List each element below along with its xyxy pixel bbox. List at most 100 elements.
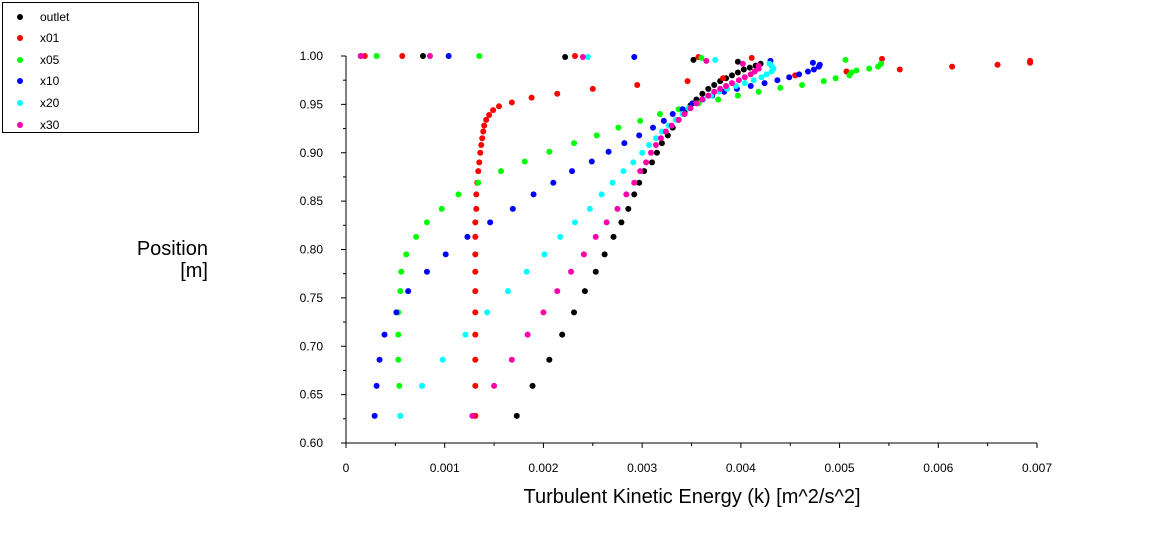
data-point-x01 xyxy=(554,90,561,97)
legend-marker xyxy=(17,14,23,20)
data-point-x10 xyxy=(464,233,471,240)
data-point-x30 xyxy=(652,142,659,149)
data-point-outlet xyxy=(734,58,741,65)
data-point-outlet xyxy=(562,53,569,60)
data-point-x30 xyxy=(699,96,706,103)
data-point-x01 xyxy=(475,168,482,175)
data-point-x01 xyxy=(472,251,479,258)
data-point-x30 xyxy=(357,53,364,59)
x-tick-label: 0.003 xyxy=(627,461,657,475)
data-point-x30 xyxy=(739,60,746,67)
data-point-x05 xyxy=(734,92,741,99)
data-point-x10 xyxy=(381,331,388,338)
data-point-x30 xyxy=(592,233,599,240)
data-point-outlet xyxy=(636,179,643,186)
data-point-x05 xyxy=(521,158,528,165)
legend-label: x30 xyxy=(40,118,60,132)
data-point-x30 xyxy=(687,105,694,112)
data-point-x20 xyxy=(541,251,548,258)
data-point-x20 xyxy=(439,356,446,363)
data-point-x01 xyxy=(949,63,956,70)
x-tick-label: 0.001 xyxy=(430,461,460,475)
data-point-x20 xyxy=(609,179,616,186)
data-point-x10 xyxy=(487,219,494,226)
legend: outlet x01 x05 x10 x20 x30 xyxy=(2,2,199,133)
data-point-x01 xyxy=(572,53,579,59)
data-point-x01 xyxy=(478,142,485,149)
data-point-x01 xyxy=(994,61,1001,68)
data-point-x20 xyxy=(741,80,748,87)
data-point-x10 xyxy=(660,117,667,124)
legend-item-x10: x10 xyxy=(17,73,59,89)
data-point-x20 xyxy=(598,191,605,198)
data-point-x30 xyxy=(717,85,724,92)
data-point-x05 xyxy=(455,191,462,198)
data-point-x20 xyxy=(586,205,593,212)
y-tick-label: 1.00 xyxy=(300,49,324,63)
data-point-x01 xyxy=(481,122,488,129)
data-point-outlet xyxy=(513,412,520,419)
data-point-outlet xyxy=(649,159,656,166)
data-point-x05 xyxy=(842,56,849,63)
y-tick-label: 0.75 xyxy=(300,291,324,305)
data-point-x10 xyxy=(810,66,817,73)
legend-item-x01: x01 xyxy=(17,30,59,46)
data-point-x10 xyxy=(636,132,643,139)
data-point-x01 xyxy=(508,99,515,106)
data-point-x20 xyxy=(397,412,404,419)
data-point-x05 xyxy=(423,219,430,226)
data-point-outlet xyxy=(705,85,712,92)
data-point-x30 xyxy=(668,122,675,129)
data-point-outlet xyxy=(711,82,718,89)
data-point-x20 xyxy=(766,60,773,67)
data-point-x05 xyxy=(438,205,445,212)
data-point-x10 xyxy=(445,53,452,59)
data-point-x20 xyxy=(484,309,491,316)
data-point-x01 xyxy=(472,356,479,363)
x-tick-label: 0.004 xyxy=(726,461,756,475)
data-point-x20 xyxy=(646,142,653,149)
data-point-x30 xyxy=(657,135,664,142)
data-point-x30 xyxy=(662,128,669,135)
data-point-x05 xyxy=(476,53,483,59)
data-point-x01 xyxy=(472,309,479,316)
x-tick-label: 0.002 xyxy=(528,461,558,475)
legend-marker xyxy=(17,100,23,106)
x-axis-label: Turbulent Kinetic Energy (k) [m^2/s^2] xyxy=(523,486,861,508)
data-point-x30 xyxy=(675,116,682,123)
x-tick-label: 0 xyxy=(343,461,350,475)
data-point-x10 xyxy=(442,251,449,258)
x-tick-label: 0.006 xyxy=(923,461,953,475)
data-point-x30 xyxy=(491,382,498,389)
data-point-x30 xyxy=(705,92,712,99)
data-point-x20 xyxy=(572,219,579,226)
data-point-x10 xyxy=(804,68,811,75)
data-point-x10 xyxy=(786,74,793,81)
data-point-x30 xyxy=(703,57,710,64)
data-point-x30 xyxy=(568,268,575,275)
data-point-x20 xyxy=(712,56,719,63)
data-point-outlet xyxy=(601,251,608,258)
data-point-x01 xyxy=(896,66,903,73)
data-point-x01 xyxy=(634,82,641,89)
data-point-x05 xyxy=(395,331,402,338)
data-point-x10 xyxy=(569,168,576,175)
data-point-x05 xyxy=(755,88,762,95)
legend-marker xyxy=(17,57,23,63)
legend-item-x30: x30 xyxy=(17,117,59,133)
data-point-x30 xyxy=(711,88,718,95)
data-point-x20 xyxy=(620,168,627,175)
data-point-x05 xyxy=(571,140,578,147)
legend-marker xyxy=(17,122,23,128)
data-point-outlet xyxy=(690,56,697,63)
data-point-x01 xyxy=(684,78,691,85)
data-point-x05 xyxy=(398,268,405,275)
data-point-x30 xyxy=(693,100,700,107)
data-point-x05 xyxy=(637,117,644,124)
data-point-x20 xyxy=(523,268,530,275)
data-point-x30 xyxy=(637,168,644,175)
data-point-x05 xyxy=(593,132,600,139)
data-point-x01 xyxy=(473,205,480,212)
data-point-x01 xyxy=(496,103,503,110)
data-point-outlet xyxy=(581,288,588,295)
